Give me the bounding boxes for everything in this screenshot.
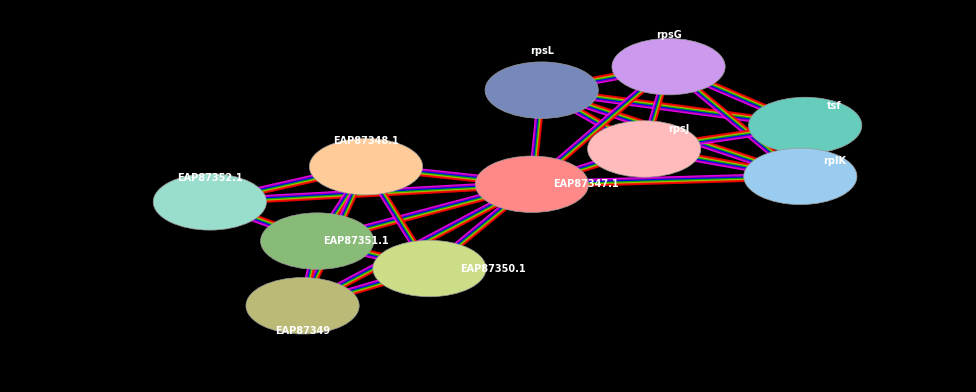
Ellipse shape bbox=[261, 213, 374, 269]
Text: rpsL: rpsL bbox=[530, 46, 553, 56]
Text: EAP87350.1: EAP87350.1 bbox=[460, 263, 526, 274]
Text: EAP87351.1: EAP87351.1 bbox=[323, 236, 389, 246]
Text: EAP87352.1: EAP87352.1 bbox=[177, 173, 243, 183]
Ellipse shape bbox=[612, 38, 725, 95]
Ellipse shape bbox=[485, 62, 598, 118]
Text: rpsJ: rpsJ bbox=[668, 124, 689, 134]
Ellipse shape bbox=[588, 121, 701, 177]
Ellipse shape bbox=[744, 148, 857, 205]
Ellipse shape bbox=[246, 278, 359, 334]
Text: rplK: rplK bbox=[823, 156, 846, 166]
Ellipse shape bbox=[749, 97, 862, 154]
Text: EAP87348.1: EAP87348.1 bbox=[333, 136, 399, 146]
Ellipse shape bbox=[153, 174, 266, 230]
Text: rpsG: rpsG bbox=[656, 30, 681, 40]
Ellipse shape bbox=[309, 138, 423, 195]
Text: EAP87347.1: EAP87347.1 bbox=[552, 179, 619, 189]
Ellipse shape bbox=[475, 156, 589, 212]
Text: tsf: tsf bbox=[828, 101, 841, 111]
Text: EAP87349: EAP87349 bbox=[275, 326, 330, 336]
Ellipse shape bbox=[373, 240, 486, 297]
